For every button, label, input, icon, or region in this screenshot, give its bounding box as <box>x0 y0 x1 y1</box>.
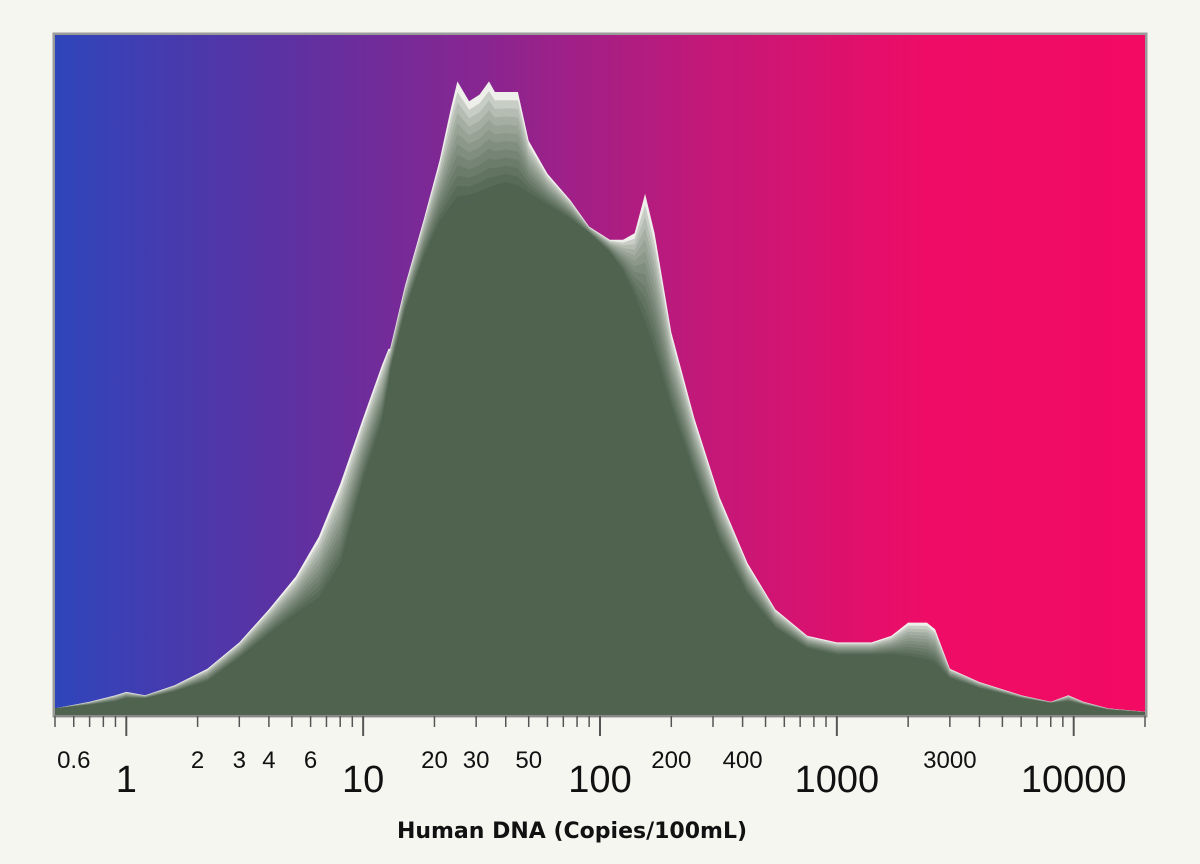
tick-label-100: 100 <box>568 759 631 801</box>
tick-label-200: 200 <box>651 747 691 774</box>
tick-label-400: 400 <box>723 747 763 774</box>
distribution-layers <box>55 81 1145 716</box>
tick-label-10: 10 <box>342 759 384 801</box>
tick-label-4: 4 <box>262 747 275 774</box>
x-axis-label: Human DNA (Copies/100mL) <box>397 819 747 844</box>
tick-label-10000: 10000 <box>1021 759 1127 801</box>
tick-label-3: 3 <box>233 747 246 774</box>
x-axis-ticks <box>54 716 1146 736</box>
tick-label-30: 30 <box>463 747 490 774</box>
tick-label-3000: 3000 <box>923 747 976 774</box>
tick-label-1: 1 <box>116 759 137 801</box>
tick-label-0.6: 0.6 <box>57 747 90 774</box>
distribution-layer-12 <box>55 190 1145 716</box>
tick-label-50: 50 <box>515 747 542 774</box>
tick-label-2: 2 <box>191 747 204 774</box>
x-axis-tick-labels: 0.6 1 2 3 4 6 10 20 30 50 100 200 400 1000 3000 10000 <box>57 747 1126 801</box>
tick-label-20: 20 <box>421 747 448 774</box>
tick-label-6: 6 <box>304 747 317 774</box>
tick-label-1000: 1000 <box>795 759 880 801</box>
